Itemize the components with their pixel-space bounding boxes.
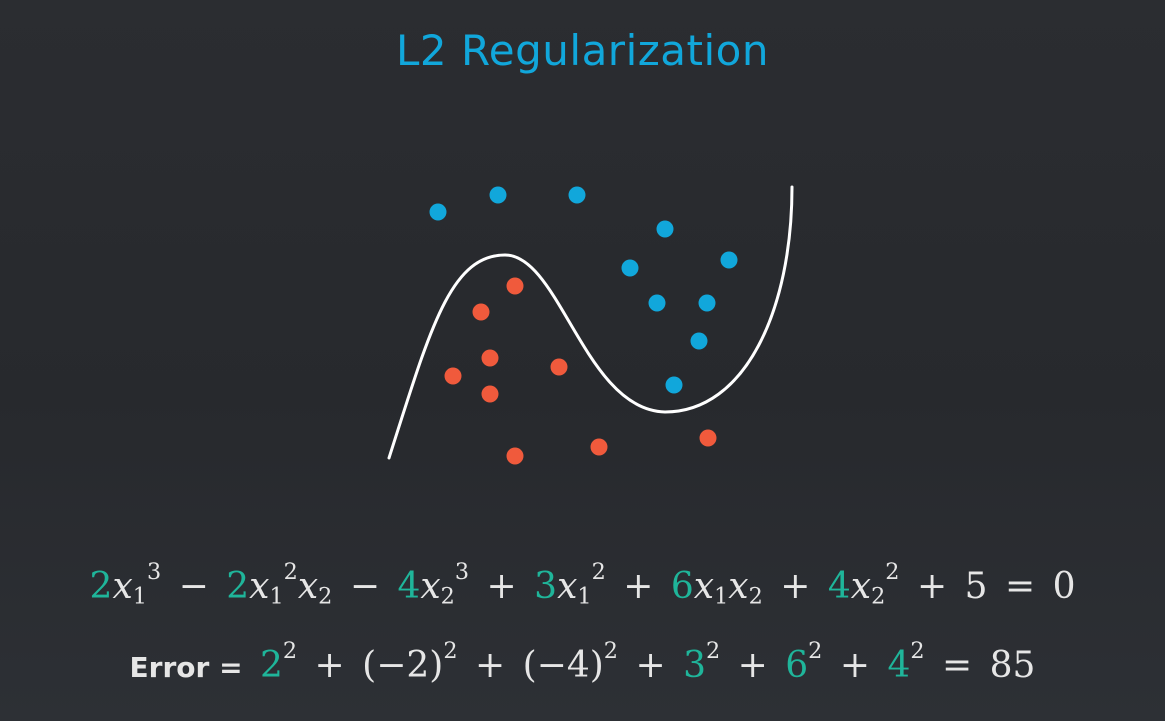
blue-point [690,332,708,350]
red-point [506,447,524,465]
error-equation: Error = 22 + (−2)2 + (−4)2 + 32 + 62 + 4… [129,638,1036,686]
coefficient: 4 [827,566,851,607]
red-point [481,349,499,367]
error-term: (−4) [522,645,604,686]
blue-point [720,251,738,269]
error-term: (−2) [362,645,444,686]
coefficient: 2 [89,566,113,607]
error-label: Error = [129,651,243,684]
blue-point [698,294,716,312]
blue-point [621,259,639,277]
red-point [590,438,608,456]
red-point [550,358,568,376]
error-result: 85 [989,645,1036,686]
error-term: 2 [259,645,283,686]
data-points [429,186,738,465]
error-term: 3 [683,645,706,686]
coefficient: 2 [226,566,250,607]
classification-plot [387,185,794,465]
blue-point [568,186,586,204]
blue-point [429,203,447,221]
blue-point [648,294,666,312]
constant-term: 5 [964,566,988,607]
error-term: 4 [887,645,911,686]
blue-point [665,376,683,394]
slide-title: L2 Regularization [396,26,769,75]
coefficient: 4 [397,566,421,607]
blue-point [489,186,507,204]
blue-point [656,220,674,238]
error-term: 6 [785,645,809,686]
red-point [481,385,499,403]
red-point [506,277,524,295]
equation-rhs: 0 [1052,566,1076,607]
polynomial-equation: 2x13 − 2x12x2 − 4x23 + 3x12 + 6x1x2 + 4x… [89,559,1076,610]
decision-boundary-curve [387,185,794,460]
coefficient: 6 [670,566,694,607]
red-point [444,367,462,385]
coefficient: 3 [534,566,558,607]
red-point [472,303,490,321]
red-point [699,429,717,447]
